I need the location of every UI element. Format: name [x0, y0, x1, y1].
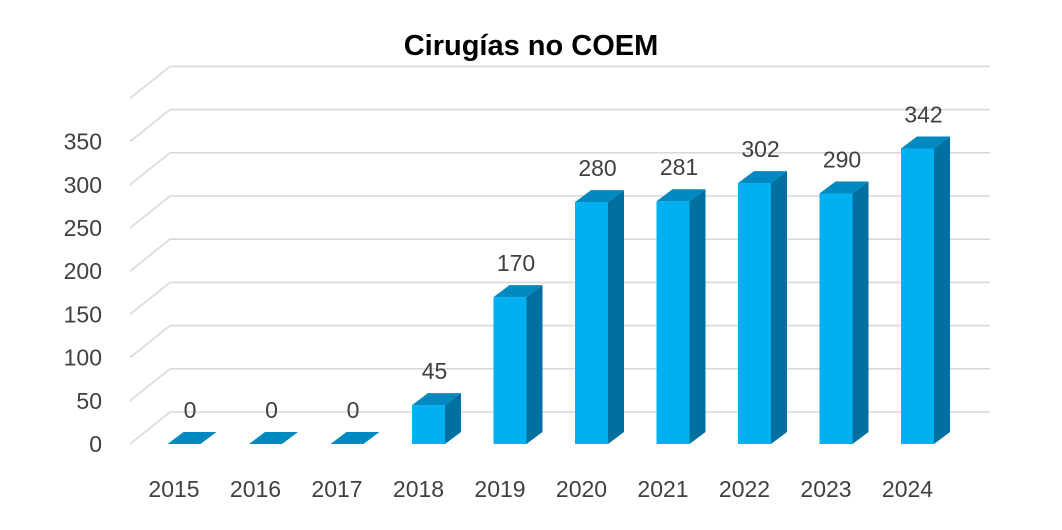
x-tick-label: 2021 [637, 476, 688, 502]
bar-top [656, 189, 706, 202]
data-label: 290 [823, 146, 861, 172]
bar-2018 [412, 393, 461, 444]
bar-side [526, 285, 543, 444]
x-tick-label: 2016 [230, 476, 281, 502]
bar-side [771, 171, 787, 444]
y-tick-label: 300 [64, 172, 102, 198]
data-label: 342 [904, 102, 942, 128]
x-tick-label: 2022 [719, 476, 770, 502]
x-tick-label: 2023 [800, 476, 851, 502]
bars [167, 136, 950, 444]
bar-front [738, 183, 771, 444]
y-tick-label: 150 [64, 301, 102, 327]
gridline [129, 367, 990, 402]
bar-2019 [493, 285, 543, 444]
data-label: 280 [578, 155, 616, 181]
bar-top [901, 136, 950, 149]
bar-front [656, 201, 690, 444]
x-tick-label: 2024 [882, 476, 933, 502]
x-tick-label: 2017 [311, 476, 362, 502]
bar-front [819, 193, 853, 444]
data-label: 281 [660, 154, 698, 180]
bar-top [738, 171, 787, 184]
gridlines [129, 65, 990, 445]
data-label: 45 [422, 358, 448, 384]
bar-side [852, 181, 869, 444]
bar-side [608, 190, 624, 444]
gridline [129, 195, 990, 229]
gridline [129, 108, 990, 143]
bar-2015 [167, 432, 217, 444]
y-tick-label: 0 [89, 431, 102, 457]
y-tick-label: 350 [64, 129, 102, 155]
bar-top [575, 190, 624, 203]
bar-top [330, 432, 380, 444]
y-tick-label: 250 [64, 215, 102, 241]
x-tick-label: 2018 [393, 476, 444, 502]
gridline [129, 65, 990, 100]
bar-top [493, 285, 543, 298]
data-labels: 0 0 0 45 170 280 281 302 290 342 [184, 102, 943, 423]
y-axis-ticks: 0 50 100 150 200 250 300 350 [64, 129, 102, 457]
data-label: 0 [347, 397, 360, 423]
data-label: 0 [184, 397, 197, 423]
bar-2016 [249, 432, 298, 444]
gridline [129, 281, 990, 316]
bar-side [689, 189, 706, 444]
bar-top [819, 181, 869, 194]
x-tick-label: 2015 [148, 476, 199, 502]
bar-top [412, 393, 461, 406]
x-tick-label: 2019 [474, 476, 525, 502]
bar-2023 [819, 181, 869, 444]
y-tick-label: 200 [64, 258, 102, 284]
gridline [129, 324, 990, 359]
data-label: 170 [497, 250, 535, 276]
data-label: 0 [265, 397, 278, 423]
bar-side [934, 136, 950, 444]
bar-front [575, 202, 608, 444]
bar-top [167, 432, 217, 444]
bar-top [249, 432, 298, 444]
bar-2022 [738, 171, 787, 444]
bar-front [493, 297, 527, 444]
gridline [129, 152, 990, 186]
x-axis-ticks: 2015 2016 2017 2018 2019 2020 2021 2022 2023 2024 [148, 476, 933, 502]
bar-2024 [901, 136, 950, 444]
bar-front [901, 148, 934, 444]
gridline [129, 238, 990, 272]
y-tick-label: 50 [76, 388, 102, 414]
y-tick-label: 100 [64, 345, 102, 371]
data-label: 302 [741, 136, 779, 162]
bar-2020 [575, 190, 624, 444]
gridline [129, 411, 990, 445]
x-tick-label: 2020 [556, 476, 607, 502]
chart-title: Cirugías no COEM [404, 30, 659, 62]
bar-front [412, 405, 445, 444]
bar-2021 [656, 189, 706, 444]
bar-2017 [330, 432, 380, 444]
bar-side [445, 393, 461, 444]
